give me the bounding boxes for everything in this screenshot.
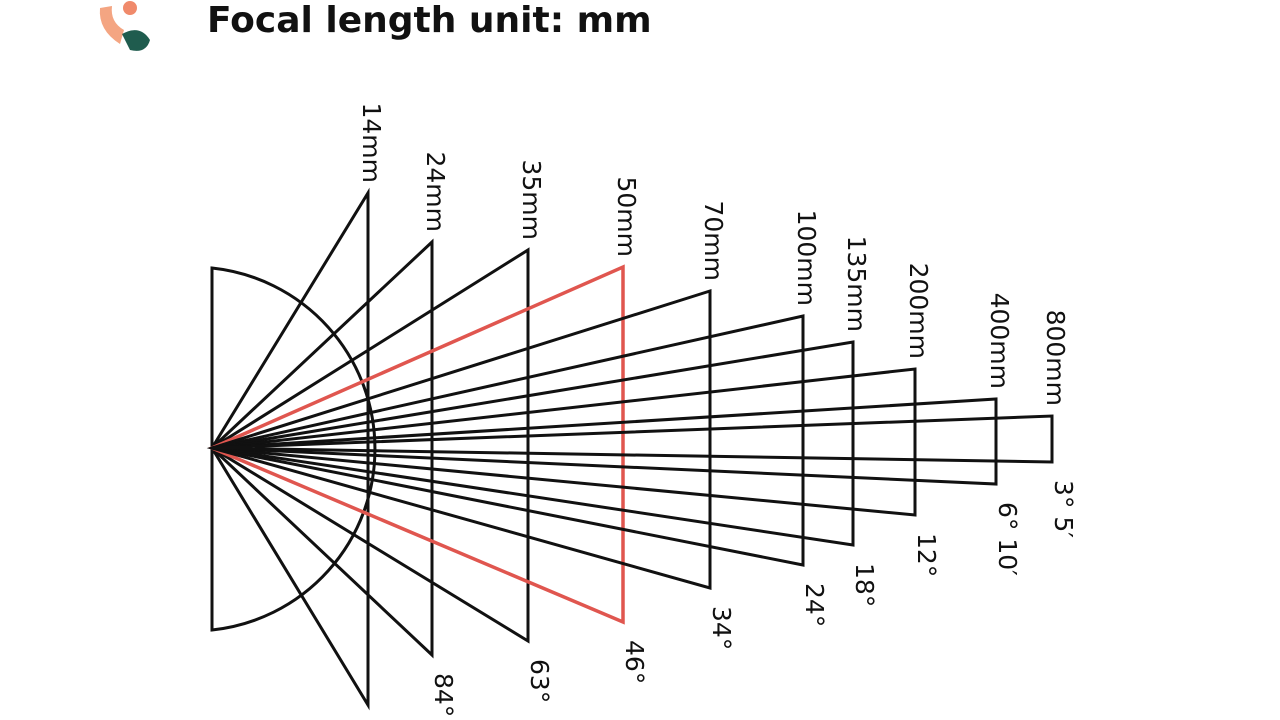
field-of-view — [211, 314, 805, 567]
focal-label: 50mm — [612, 176, 641, 257]
angle-label: 24° — [800, 583, 829, 627]
lens — [211, 397, 998, 486]
angle-label: 6° 10′ — [993, 502, 1022, 576]
field-of-view — [207, 264, 625, 625]
field-of-view — [209, 247, 530, 644]
lens — [210, 187, 370, 711]
angle-label: 18° — [850, 563, 879, 607]
lens — [206, 288, 712, 590]
focal-label: 200mm — [904, 263, 933, 359]
angle-label: 84° — [429, 673, 458, 717]
field-of-view — [211, 367, 917, 517]
field-of-view — [211, 397, 998, 486]
lens — [209, 238, 434, 659]
lens — [211, 340, 855, 547]
field-of-view — [211, 340, 855, 547]
focal-label: 800mm — [1041, 310, 1070, 406]
focal-label: 14mm — [357, 102, 386, 183]
focal-label: 35mm — [517, 159, 546, 240]
focal-label: 24mm — [421, 151, 450, 232]
angle-label: 46° — [620, 640, 649, 684]
lens — [211, 367, 917, 517]
field-of-view — [209, 238, 434, 659]
lens — [207, 264, 625, 625]
angle-label: 12° — [912, 533, 941, 577]
angle-label: 3° 5′ — [1049, 480, 1078, 538]
field-of-view — [211, 414, 1054, 464]
field-of-view — [210, 187, 370, 711]
lens — [209, 247, 530, 644]
lens — [211, 314, 805, 567]
title: Focal length unit: mm — [207, 0, 652, 41]
lens — [211, 414, 1054, 464]
focal-label: 135mm — [842, 236, 871, 332]
focal-label: 70mm — [699, 200, 728, 281]
field-of-view — [206, 288, 712, 590]
focal-label: 100mm — [792, 210, 821, 306]
focal-label: 400mm — [985, 293, 1014, 389]
angle-label: 34° — [707, 606, 736, 650]
logo — [99, 1, 150, 51]
angle-label: 63° — [525, 659, 554, 703]
